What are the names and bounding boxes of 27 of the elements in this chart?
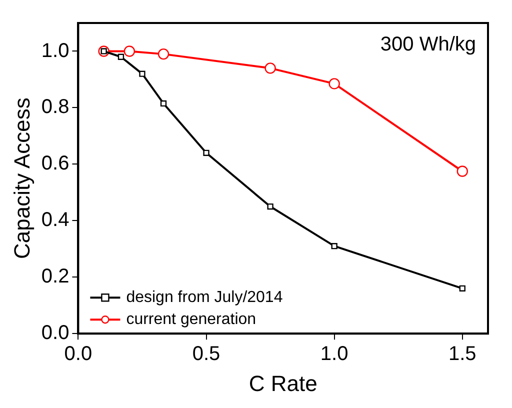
point bbox=[158, 48, 170, 60]
legend-label: current generation bbox=[126, 311, 256, 328]
point bbox=[267, 203, 274, 210]
y-tick-label: 0.0 bbox=[41, 322, 70, 344]
y-tick-label: 0.2 bbox=[41, 266, 70, 288]
x-tick-label: 0.0 bbox=[64, 343, 92, 366]
y-tick-label: 0.4 bbox=[41, 209, 70, 232]
point bbox=[203, 150, 210, 156]
point bbox=[456, 166, 468, 177]
legend-label: design from July/2014 bbox=[126, 289, 283, 306]
point bbox=[160, 100, 167, 107]
point bbox=[328, 78, 340, 90]
x-tick-label: 1.0 bbox=[320, 343, 348, 366]
annotation: 300 Wh/kg bbox=[380, 34, 476, 56]
x-tick-label: 0.5 bbox=[192, 343, 220, 366]
x-axis-title: C Rate bbox=[248, 370, 318, 396]
y-tick-label: 0.8 bbox=[41, 96, 70, 118]
y-tick-label: 1.0 bbox=[41, 40, 70, 62]
point bbox=[124, 46, 136, 57]
point bbox=[331, 242, 338, 250]
point bbox=[459, 285, 466, 292]
point bbox=[139, 70, 146, 77]
point bbox=[264, 62, 276, 74]
x-tick-label: 1.5 bbox=[448, 343, 476, 366]
y-tick-label: 0.6 bbox=[41, 152, 70, 175]
y-axis-title: Capacity Access bbox=[9, 98, 34, 260]
point bbox=[118, 54, 124, 60]
